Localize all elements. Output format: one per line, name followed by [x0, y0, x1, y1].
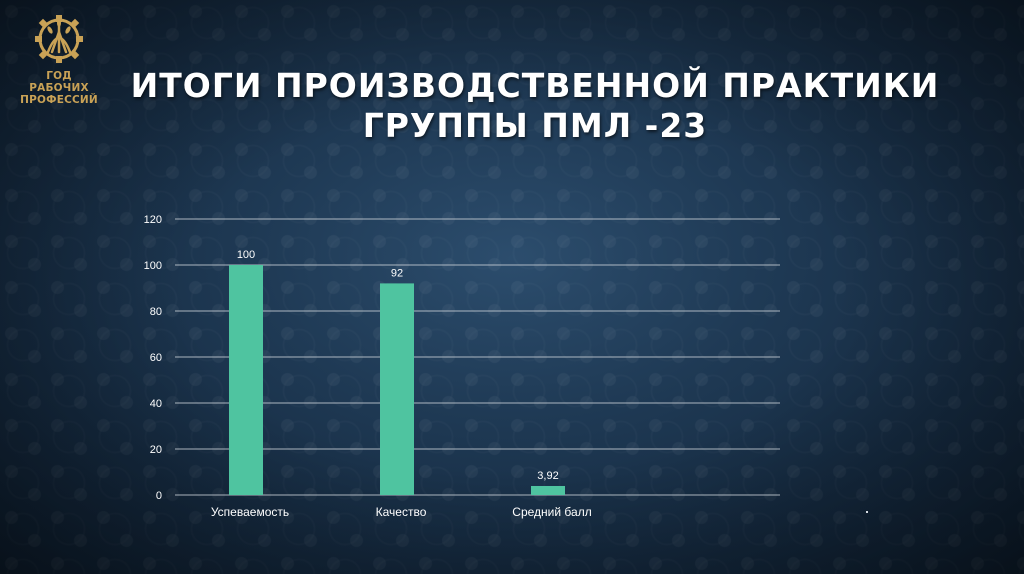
- stray-dot: [866, 511, 868, 513]
- y-tick-label: 40: [150, 398, 162, 410]
- bar: [380, 283, 414, 495]
- y-tick-label: 20: [150, 444, 162, 456]
- data-label: 92: [391, 267, 403, 279]
- logo-line-1: ГОД РАБОЧИХ: [29, 70, 89, 94]
- bar: [531, 485, 565, 495]
- x-tick-label: Успеваемость: [211, 505, 289, 519]
- x-tick-label: Средний балл: [512, 505, 591, 519]
- title-line-2: ГРУППЫ ПМЛ -23: [362, 106, 708, 145]
- data-label: 100: [237, 249, 255, 261]
- bar: [229, 265, 263, 495]
- y-tick-label: 60: [150, 352, 162, 364]
- logo-text: ГОД РАБОЧИХ ПРОФЕССИЙ: [18, 70, 100, 106]
- y-tick-label: 100: [144, 260, 162, 272]
- gear-wheat-icon: [35, 15, 83, 63]
- logo: ГОД РАБОЧИХ ПРОФЕССИЙ: [18, 6, 100, 106]
- logo-line-2: ПРОФЕССИЙ: [20, 94, 98, 106]
- title-line-1: ИТОГИ ПРОИЗВОДСТВЕННОЙ ПРАКТИКИ: [130, 66, 940, 105]
- y-tick-label: 0: [156, 490, 162, 502]
- y-tick-label: 80: [150, 306, 162, 318]
- y-tick-label: 120: [144, 214, 162, 226]
- page-title: ИТОГИ ПРОИЗВОДСТВЕННОЙ ПРАКТИКИ ГРУППЫ П…: [110, 66, 960, 146]
- data-label: 3,92: [537, 470, 558, 482]
- x-tick-label: Качество: [376, 505, 427, 519]
